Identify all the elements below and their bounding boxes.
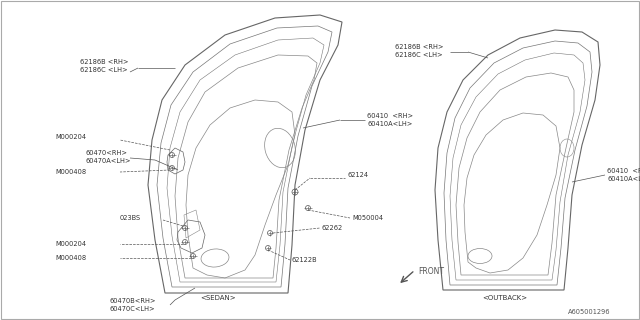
Text: 60470C<LH>: 60470C<LH> — [110, 306, 156, 312]
Text: 62122B: 62122B — [292, 257, 317, 263]
Text: A605001296: A605001296 — [568, 309, 611, 315]
Text: 62124: 62124 — [347, 172, 368, 178]
Text: M050004: M050004 — [352, 215, 383, 221]
Text: M000408: M000408 — [55, 169, 86, 175]
Text: 60470<RH>: 60470<RH> — [85, 150, 127, 156]
Text: 62186C <LH>: 62186C <LH> — [80, 67, 127, 73]
Text: 62262: 62262 — [322, 225, 343, 231]
Text: 60410A<LH>: 60410A<LH> — [607, 176, 640, 182]
Text: <SEDAN>: <SEDAN> — [200, 295, 236, 301]
Text: 60410  <RH>: 60410 <RH> — [607, 168, 640, 174]
Text: 62186C <LH>: 62186C <LH> — [395, 52, 443, 58]
Text: FRONT: FRONT — [418, 268, 444, 276]
Text: M000408: M000408 — [55, 255, 86, 261]
Text: 62186B <RH>: 62186B <RH> — [80, 59, 129, 65]
Text: 60470A<LH>: 60470A<LH> — [85, 158, 131, 164]
Text: 60410  <RH>: 60410 <RH> — [367, 113, 413, 119]
Text: 60410A<LH>: 60410A<LH> — [367, 121, 412, 127]
Text: M000204: M000204 — [55, 134, 86, 140]
Text: 023BS: 023BS — [120, 215, 141, 221]
Text: <OUTBACK>: <OUTBACK> — [483, 295, 527, 301]
Text: 62186B <RH>: 62186B <RH> — [395, 44, 444, 50]
Text: 60470B<RH>: 60470B<RH> — [110, 298, 157, 304]
Text: M000204: M000204 — [55, 241, 86, 247]
